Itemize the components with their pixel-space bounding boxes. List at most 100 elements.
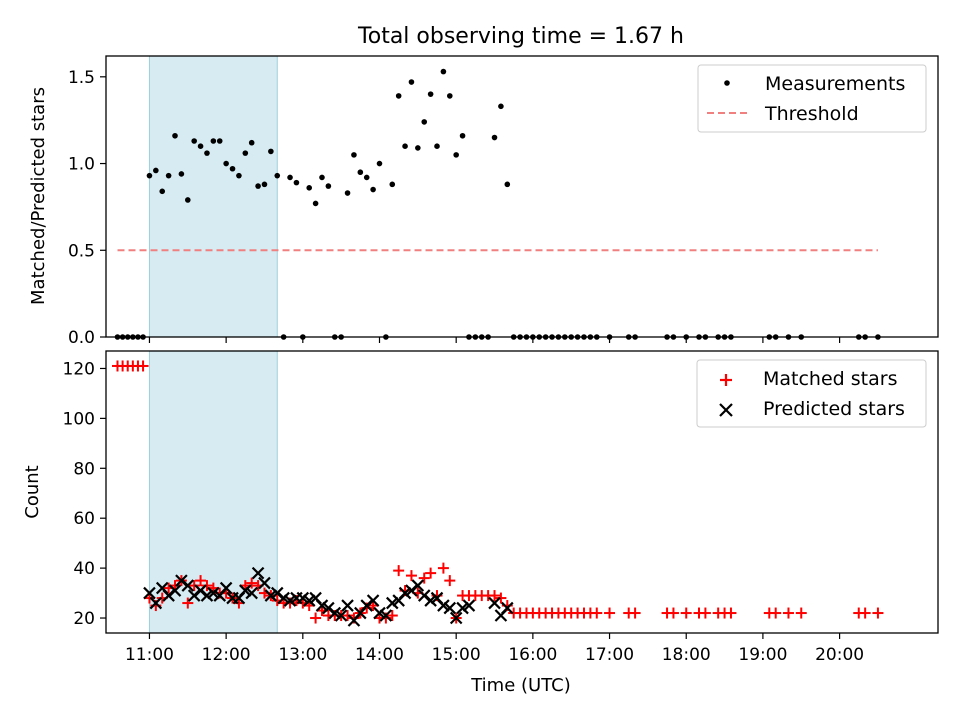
measurements-point — [274, 172, 281, 179]
count-y-tick-label: 100 — [63, 409, 95, 429]
matched-stars-point — [188, 580, 200, 592]
measurements-point — [223, 160, 229, 167]
count-y-tick-label: 20 — [73, 609, 95, 629]
measurements-point — [178, 171, 185, 177]
ratio-plot-frame — [105, 55, 939, 338]
measurements-point — [440, 68, 447, 75]
predicted-stars-point — [443, 601, 457, 615]
predicted-stars-point — [181, 579, 195, 592]
legend-matched-marker — [720, 374, 732, 386]
matched-stars-point — [437, 562, 449, 574]
predicted-stars-point — [143, 586, 156, 600]
count-x-tick-label: 19:00 — [738, 645, 787, 665]
matched-stars-point — [310, 612, 322, 624]
measurements-point — [363, 174, 370, 181]
measurements-point — [402, 143, 408, 149]
measurements-point — [351, 152, 357, 158]
figure-title: Total observing time = 1.67 h — [357, 24, 684, 49]
matched-stars-point — [872, 607, 884, 619]
matched-stars-point — [489, 590, 501, 602]
matched-stars-point — [795, 607, 807, 619]
matched-stars-point — [444, 575, 456, 587]
matched-stars-point — [667, 607, 679, 619]
measurements-point — [491, 134, 498, 141]
matched-stars-point — [859, 607, 871, 619]
measurements-point — [415, 145, 421, 151]
count-x-axis-label: Time (UTC) — [470, 675, 571, 696]
measurements-point — [165, 172, 172, 179]
measurements-point — [446, 93, 453, 99]
predicted-stars-point — [411, 579, 425, 592]
matched-stars-point — [425, 567, 437, 579]
matched-stars-point — [386, 610, 398, 622]
matched-stars-point — [405, 570, 417, 582]
measurements-point — [434, 143, 440, 149]
ratio-panel: 0.0 0.5 1.0 1.5 Matched/Predicted stars Mea… — [28, 55, 939, 348]
measurements-point — [319, 174, 325, 181]
measurements-point — [153, 167, 159, 174]
predicted-stars-point — [251, 566, 265, 580]
measurements-point — [427, 91, 434, 97]
matched-stars-point — [782, 607, 794, 619]
measurements-point — [504, 181, 511, 188]
matched-stars-point — [495, 592, 507, 604]
ratio-y-tick-label: 0.0 — [68, 328, 95, 348]
legend-matched-label: Matched stars — [763, 368, 897, 390]
measurements-point — [248, 139, 255, 146]
matched-stars-point — [725, 607, 737, 619]
measurements-point — [146, 172, 153, 179]
predicted-stars-point — [149, 596, 163, 610]
measurements-point — [293, 179, 300, 186]
legend-threshold-label: Threshold — [764, 103, 859, 125]
measurements-point — [255, 183, 261, 189]
measurements-point — [376, 160, 383, 167]
matched-stars-point — [137, 360, 149, 372]
count-x-tick-label: 12:00 — [202, 645, 251, 665]
matched-stars-point — [342, 610, 354, 622]
matched-stars-point — [201, 580, 213, 592]
measurements-point — [242, 150, 249, 156]
count-y-tick-label: 80 — [73, 459, 95, 479]
count-x-tick-label: 13:00 — [278, 645, 327, 665]
legend-predicted-label: Predicted stars — [763, 398, 905, 420]
measurements-point — [357, 169, 364, 176]
measurements-point — [229, 165, 236, 172]
predicted-stars-point — [341, 599, 354, 612]
predicted-stars-point — [449, 611, 463, 625]
predicted-stars-point — [379, 609, 393, 622]
count-x-tick-label: 11:00 — [125, 645, 174, 665]
measurements-point — [312, 200, 319, 207]
count-x-tick-label: 17:00 — [585, 645, 634, 665]
count-legend-box — [696, 359, 927, 428]
predicted-stars-point — [488, 596, 501, 610]
matched-stars-point — [195, 575, 207, 587]
count-panel: 20 40 60 80 100 120 11:00 12:00 13:00 14:00 15:00 1… — [22, 350, 939, 696]
measurements-point — [421, 119, 428, 125]
count-y-tick-label: 120 — [63, 359, 95, 379]
measurements-point — [389, 181, 396, 188]
count-legend: Matched stars Predicted stars — [696, 359, 927, 428]
ratio-legend-box — [697, 64, 927, 133]
measurements-point — [159, 188, 166, 195]
measurements-point — [459, 132, 466, 139]
count-plot-frame — [105, 350, 939, 634]
measurements-point — [261, 181, 268, 188]
measurements-point — [287, 174, 293, 181]
measurements-point — [306, 185, 313, 191]
legend-measurements-marker — [724, 80, 730, 86]
measurements-point — [498, 103, 504, 110]
ratio-y-tick-label: 1.5 — [68, 68, 95, 88]
measurements-point — [184, 197, 191, 203]
measurements-point — [344, 190, 351, 196]
predicted-stars-point — [245, 586, 258, 600]
measurements-point — [370, 186, 376, 193]
count-x-tick-label: 15:00 — [432, 645, 481, 665]
predicted-stars-point — [501, 601, 514, 615]
measurements-point — [268, 148, 274, 155]
predicted-stars-point — [168, 584, 182, 597]
matched-stars-point — [680, 607, 692, 619]
predicted-stars-point — [462, 599, 476, 612]
matched-stars-point — [591, 607, 603, 619]
measurements-point — [395, 93, 402, 99]
